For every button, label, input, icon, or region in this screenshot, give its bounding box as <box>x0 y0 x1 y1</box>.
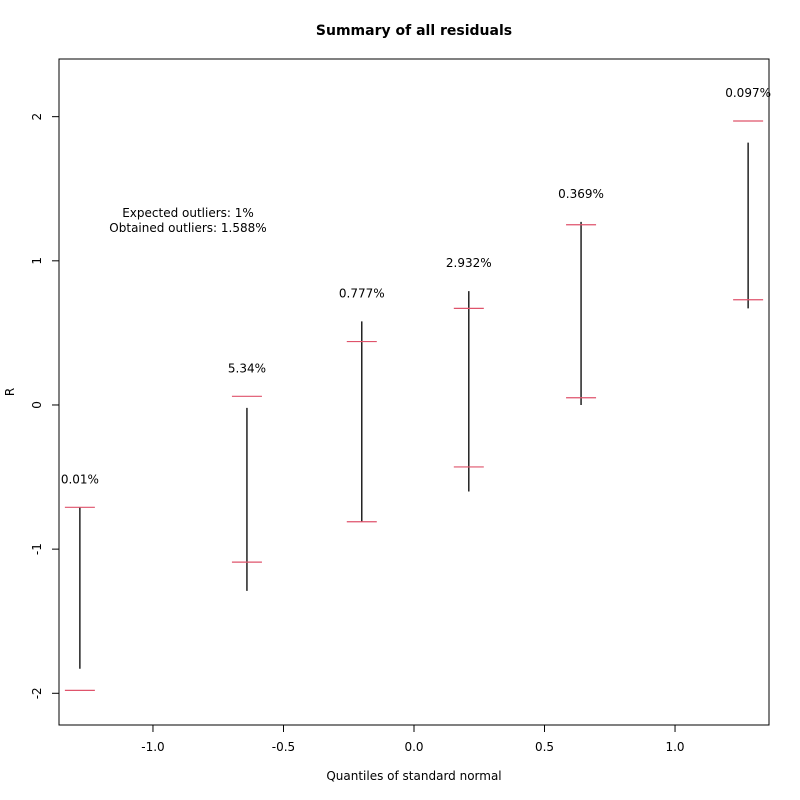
y-tick-label: -2 <box>30 687 44 699</box>
y-tick-label: 0 <box>30 401 44 409</box>
outlier-percentage-label: 5.34% <box>228 361 266 375</box>
obtained-outliers-note: Obtained outliers: 1.588% <box>109 221 266 235</box>
y-tick-label: 2 <box>30 113 44 121</box>
x-tick-label: 0.5 <box>535 740 554 754</box>
y-axis: -2 -1 0 1 2 <box>30 113 59 699</box>
y-axis-label: R <box>3 388 17 396</box>
plot-frame <box>58 58 770 726</box>
outlier-percentage-label: 0.01% <box>61 472 99 486</box>
chart-title: Summary of all residuals <box>316 23 512 39</box>
outlier-percentage-label: 2.932% <box>446 256 492 270</box>
x-axis-label: Quantiles of standard normal <box>326 769 501 783</box>
x-tick-label: -0.5 <box>272 740 295 754</box>
outlier-percentage-label: 0.369% <box>558 187 604 201</box>
outlier-percentage-label: 0.777% <box>339 286 385 300</box>
y-tick-label: 1 <box>30 257 44 265</box>
outlier-percentage-label: 0.097% <box>725 86 771 100</box>
x-tick-label: -1.0 <box>141 740 164 754</box>
x-axis: -1.0 -0.5 0.0 0.5 1.0 <box>141 725 685 754</box>
y-tick-label: -1 <box>30 543 44 555</box>
residual-groups: 0.01% 5.34% 0.777% 2.932% 0.369% 0.097% <box>61 86 771 692</box>
x-tick-label: 0.0 <box>404 740 423 754</box>
x-tick-label: 1.0 <box>665 740 684 754</box>
expected-outliers-note: Expected outliers: 1% <box>122 206 254 220</box>
